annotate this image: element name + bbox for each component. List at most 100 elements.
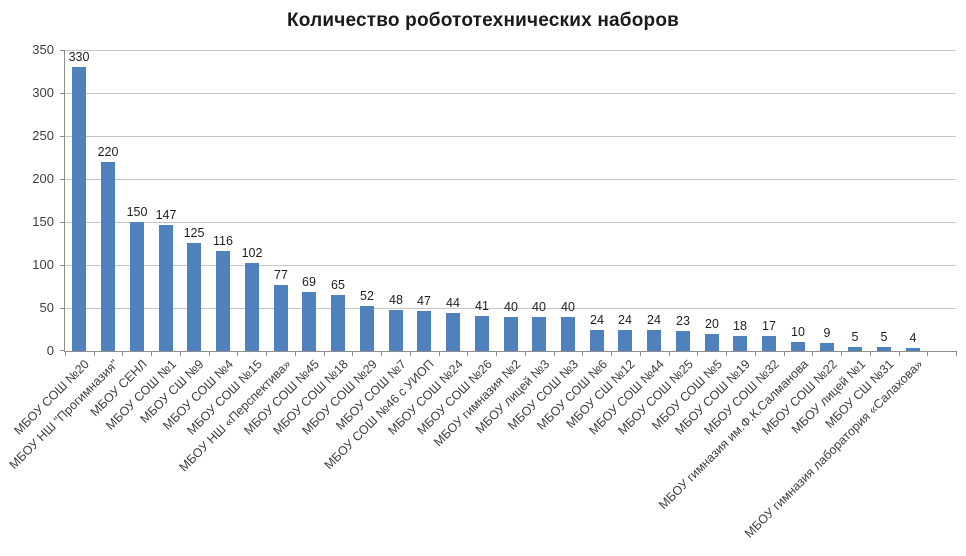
- y-tick-label: 50: [39, 300, 54, 315]
- bar-value-label: 65: [331, 278, 345, 292]
- y-tick-label: 0: [46, 343, 54, 358]
- x-axis-tick: [65, 351, 66, 356]
- y-tick-label: 150: [32, 214, 54, 229]
- bar: [302, 292, 316, 351]
- bar: [216, 251, 230, 351]
- bar-value-label: 5: [880, 330, 888, 344]
- bar-value-label: 9: [823, 326, 831, 340]
- bar: [274, 285, 288, 351]
- x-axis-tick: [611, 351, 612, 356]
- x-axis-tick: [496, 351, 497, 356]
- y-tick-label: 250: [32, 128, 54, 143]
- y-tick-label: 300: [32, 85, 54, 100]
- bar-value-label: 47: [417, 294, 431, 308]
- gridline: [65, 136, 956, 137]
- x-axis-tick: [812, 351, 813, 356]
- x-axis-tick: [582, 351, 583, 356]
- bar: [590, 330, 604, 351]
- x-axis-tick: [410, 351, 411, 356]
- x-axis-tick: [151, 351, 152, 356]
- y-axis-tick: [60, 222, 65, 223]
- bar-value-label: 5: [851, 330, 859, 344]
- x-axis-tick: [956, 351, 957, 356]
- bar-value-label: 17: [762, 319, 776, 333]
- bar-value-label: 18: [733, 319, 747, 333]
- bar: [733, 336, 747, 351]
- bar-value-label: 44: [446, 296, 460, 310]
- gridline: [65, 50, 956, 51]
- y-tick-label: 200: [32, 171, 54, 186]
- bar-value-label: 40: [561, 300, 575, 314]
- bar: [360, 306, 374, 351]
- x-axis-tick: [726, 351, 727, 356]
- x-axis-tick: [209, 351, 210, 356]
- x-axis-tick: [640, 351, 641, 356]
- bar-value-label: 52: [360, 289, 374, 303]
- x-axis-tick: [352, 351, 353, 356]
- bar: [647, 330, 661, 351]
- bar: [906, 348, 920, 351]
- bar: [475, 316, 489, 351]
- gridline: [65, 222, 956, 223]
- x-axis-tick: [755, 351, 756, 356]
- bar: [389, 310, 403, 351]
- bar: [848, 347, 862, 351]
- bar: [705, 334, 719, 351]
- x-axis-tick: [237, 351, 238, 356]
- x-axis-tick: [554, 351, 555, 356]
- bar: [561, 317, 575, 351]
- gridline: [65, 93, 956, 94]
- bar: [417, 311, 431, 351]
- y-axis: 0 50 100 150 200 250 300 350: [0, 0, 60, 556]
- bar-value-label: 10: [791, 325, 805, 339]
- x-axis-tick: [439, 351, 440, 356]
- bar: [101, 162, 115, 351]
- x-axis-tick: [899, 351, 900, 356]
- bar: [532, 317, 546, 351]
- y-tick-label: 350: [32, 42, 54, 57]
- bar-value-label: 102: [241, 246, 263, 260]
- gridline: [65, 179, 956, 180]
- bar: [762, 336, 776, 351]
- bar: [331, 295, 345, 351]
- x-axis-tick: [525, 351, 526, 356]
- y-axis-tick: [60, 308, 65, 309]
- y-tick-label: 100: [32, 257, 54, 272]
- x-axis-tick: [381, 351, 382, 356]
- gridline: [65, 265, 956, 266]
- bar-value-label: 4: [909, 331, 917, 345]
- y-axis-tick: [60, 136, 65, 137]
- bar: [791, 342, 805, 351]
- bar: [446, 313, 460, 351]
- bar-value-label: 40: [504, 300, 518, 314]
- bar: [159, 225, 173, 351]
- bar-value-label: 24: [618, 313, 632, 327]
- y-axis-tick: [60, 50, 65, 51]
- bar-value-label: 20: [705, 317, 719, 331]
- bar-value-label: 330: [68, 50, 90, 64]
- y-axis-tick: [60, 179, 65, 180]
- gridline: [65, 308, 956, 309]
- x-axis-tick: [94, 351, 95, 356]
- bar-value-label: 69: [302, 275, 316, 289]
- bar-value-label: 150: [126, 205, 148, 219]
- x-axis-tick: [870, 351, 871, 356]
- x-axis-tick: [266, 351, 267, 356]
- bar-value-label: 147: [155, 208, 177, 222]
- bar-value-label: 40: [532, 300, 546, 314]
- bar-value-label: 23: [676, 314, 690, 328]
- y-axis-tick: [60, 93, 65, 94]
- x-axis-labels: МБОУ СОШ №20 МБОУ НШ "Прогимназия" МБОУ СЕ…: [6, 357, 955, 556]
- x-axis-tick: [784, 351, 785, 356]
- y-axis-tick: [60, 265, 65, 266]
- x-axis-tick: [295, 351, 296, 356]
- plot-area: 330 220 150 147 125 116 102 77 69 65 52 48 47 44 41 40 4…: [60, 50, 957, 356]
- bar-value-label: 41: [475, 299, 489, 313]
- x-axis-tick: [697, 351, 698, 356]
- chart-title: Количество робототехнических наборов: [286, 10, 680, 31]
- bar-value-label: 77: [274, 268, 288, 282]
- bar: [187, 243, 201, 351]
- bar: [676, 331, 690, 351]
- x-axis-tick: [467, 351, 468, 356]
